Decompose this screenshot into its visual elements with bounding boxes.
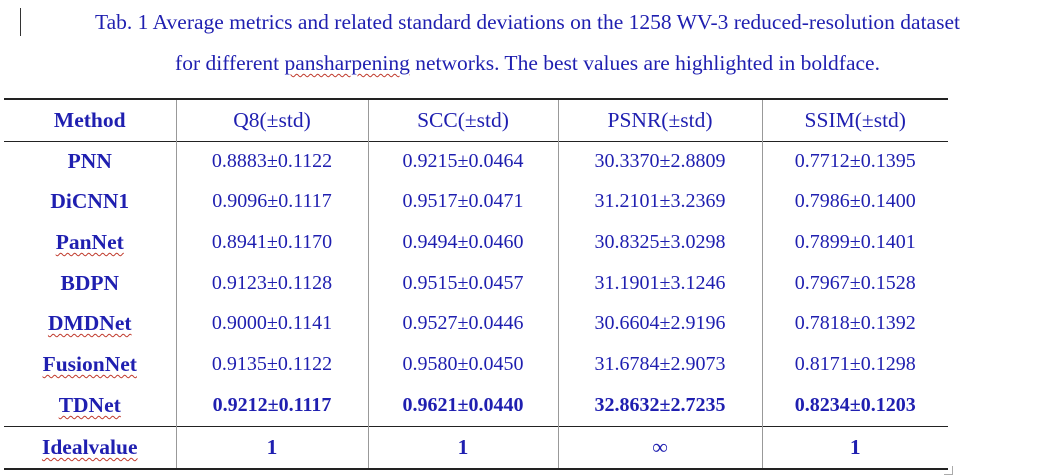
psnr-cell: 31.2101±3.2369 <box>557 181 762 223</box>
ssim-cell-best: 0.8234±0.1203 <box>761 384 948 427</box>
ideal-psnr: ∞ <box>557 426 762 469</box>
method-cell: DiCNN1 <box>50 189 130 214</box>
header-ssim: SSIM(±std) <box>761 99 948 141</box>
ssim-cell: 0.7818±0.1392 <box>761 303 948 344</box>
table-row: PNN 0.8883±0.1122 0.9215±0.0464 30.3370±… <box>4 141 948 182</box>
ideal-q8: 1 <box>175 426 368 469</box>
text-cursor <box>20 8 21 36</box>
ideal-ssim: 1 <box>761 426 948 469</box>
header-row: Method Q8(±std) SCC(±std) PSNR(±std) SSI… <box>4 99 948 141</box>
table-row: BDPN 0.9123±0.1128 0.9515±0.0457 31.1901… <box>4 262 948 304</box>
psnr-cell: 30.8325±3.0298 <box>557 222 762 263</box>
psnr-cell: 30.3370±2.8809 <box>557 141 762 182</box>
psnr-cell-best: 32.8632±2.7235 <box>557 384 762 427</box>
method-cell: PNN <box>67 149 112 174</box>
q8-cell: 0.8883±0.1122 <box>175 141 368 182</box>
scc-cell-best: 0.9621±0.0440 <box>367 384 558 427</box>
table-row-best: TDNet 0.9212±0.1117 0.9621±0.0440 32.863… <box>4 384 948 427</box>
caption-flagged-word[interactable]: pansharpening <box>284 51 410 75</box>
scc-cell: 0.9215±0.0464 <box>367 141 558 182</box>
ssim-cell: 0.7967±0.1528 <box>761 262 948 304</box>
header-q8: Q8(±std) <box>175 99 368 141</box>
scc-cell: 0.9527±0.0446 <box>367 303 558 344</box>
table-resize-handle[interactable] <box>944 466 953 475</box>
header-psnr: PSNR(±std) <box>557 99 762 141</box>
q8-cell-best: 0.9212±0.1117 <box>175 384 368 427</box>
ideal-scc: 1 <box>367 426 558 469</box>
table-row: FusionNet 0.9135±0.1122 0.9580±0.0450 31… <box>4 343 948 385</box>
psnr-cell: 30.6604±2.9196 <box>557 303 762 344</box>
method-cell[interactable]: PanNet <box>55 229 124 254</box>
caption-line-1: Tab. 1 Average metrics and related stand… <box>95 10 960 34</box>
scc-cell: 0.9580±0.0450 <box>367 343 558 385</box>
ideal-value-row: Idealvalue 1 1 ∞ 1 <box>4 426 948 469</box>
scc-cell: 0.9494±0.0460 <box>367 222 558 263</box>
q8-cell: 0.9123±0.1128 <box>175 262 368 304</box>
table-row: DiCNN1 0.9096±0.1117 0.9517±0.0471 31.21… <box>4 181 948 223</box>
table-row: DMDNet 0.9000±0.1141 0.9527±0.0446 30.66… <box>4 303 948 344</box>
table-caption: Tab. 1 Average metrics and related stand… <box>0 2 1055 83</box>
ssim-cell: 0.7899±0.1401 <box>761 222 948 263</box>
method-cell[interactable]: DMDNet <box>47 311 132 336</box>
ssim-cell: 0.7712±0.1395 <box>761 141 948 182</box>
psnr-cell: 31.6784±2.9073 <box>557 343 762 385</box>
header-scc: SCC(±std) <box>367 99 558 141</box>
method-cell[interactable]: FusionNet <box>42 351 137 376</box>
psnr-cell: 31.1901±3.1246 <box>557 262 762 304</box>
scc-cell: 0.9515±0.0457 <box>367 262 558 304</box>
method-cell: BDPN <box>60 270 120 295</box>
table-row: PanNet 0.8941±0.1170 0.9494±0.0460 30.83… <box>4 222 948 263</box>
header-method: Method <box>53 107 126 132</box>
scc-cell: 0.9517±0.0471 <box>367 181 558 223</box>
method-cell[interactable]: TDNet <box>58 392 121 417</box>
caption-line-2-end: networks. The best values are highlighte… <box>409 51 880 75</box>
ssim-cell: 0.8171±0.1298 <box>761 343 948 385</box>
q8-cell: 0.9135±0.1122 <box>175 343 368 385</box>
metrics-table: Method Q8(±std) SCC(±std) PSNR(±std) SSI… <box>4 98 948 470</box>
q8-cell: 0.9096±0.1117 <box>175 181 368 223</box>
q8-cell: 0.9000±0.1141 <box>175 303 368 344</box>
ideal-value-label[interactable]: Idealvalue <box>41 434 138 459</box>
caption-line-2: for different pansharpening networks. Th… <box>0 43 1055 83</box>
caption-line-2-start: for different <box>175 51 285 75</box>
ssim-cell: 0.7986±0.1400 <box>761 181 948 223</box>
q8-cell: 0.8941±0.1170 <box>175 222 368 263</box>
